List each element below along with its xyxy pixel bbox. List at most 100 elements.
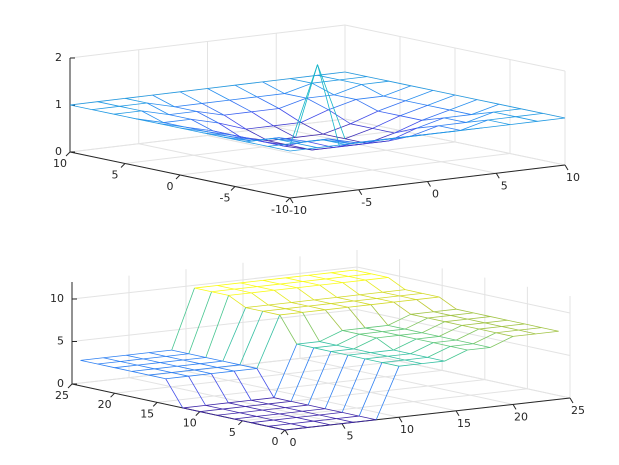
mesh-line — [393, 301, 411, 315]
mesh-line — [465, 111, 494, 123]
mesh-line — [146, 102, 170, 116]
mesh-line — [377, 100, 406, 112]
mesh-line — [148, 372, 172, 376]
mesh-line — [333, 94, 357, 100]
mesh-line — [190, 118, 219, 124]
mesh-line — [141, 110, 170, 116]
mesh-line — [328, 99, 357, 111]
mesh-line — [478, 326, 502, 330]
mesh-line — [472, 332, 497, 345]
mesh-line — [262, 277, 286, 281]
mesh-line — [333, 84, 362, 96]
mesh-line — [422, 292, 440, 298]
mesh-line — [291, 302, 309, 307]
mesh-line — [120, 358, 144, 362]
mesh-line — [216, 366, 235, 372]
mesh-line — [295, 64, 318, 138]
mesh-line — [262, 407, 286, 411]
mesh-line — [262, 279, 281, 285]
mesh-line — [251, 111, 274, 127]
mesh-line — [399, 104, 428, 117]
mesh-line — [256, 368, 275, 398]
mesh-line — [365, 327, 383, 333]
mesh-line — [438, 325, 463, 337]
mesh-line — [222, 406, 246, 410]
grid-line — [299, 357, 514, 405]
mesh-line — [103, 357, 121, 362]
mesh-line — [507, 319, 525, 325]
mesh-line — [143, 355, 167, 360]
mesh-line — [80, 359, 98, 365]
mesh-line — [250, 422, 269, 427]
mesh-line — [339, 76, 368, 81]
grid-line — [234, 153, 511, 187]
mesh-line — [372, 115, 401, 129]
mesh-line — [350, 110, 379, 125]
mesh-line — [336, 415, 360, 420]
mesh-line — [482, 124, 511, 129]
mesh-line — [163, 118, 192, 123]
mesh-line — [382, 331, 400, 336]
mesh-line — [347, 354, 366, 360]
grid-line — [242, 364, 457, 412]
mesh-line — [487, 116, 516, 121]
mesh-line — [114, 367, 132, 372]
mesh-line — [179, 88, 208, 93]
mesh-line — [267, 137, 296, 142]
mesh-line — [273, 125, 296, 138]
mesh-line — [311, 82, 335, 96]
mesh-line — [473, 343, 491, 348]
mesh-line — [262, 78, 291, 83]
mesh-line — [171, 287, 195, 351]
mesh-line — [331, 300, 354, 304]
mesh-line — [114, 364, 138, 369]
mesh-line — [467, 347, 491, 351]
mesh-line — [205, 357, 223, 362]
mesh-line — [141, 110, 164, 123]
mesh-line — [410, 311, 434, 315]
mesh-line — [245, 406, 263, 411]
mesh-line — [405, 289, 423, 294]
mesh-line — [359, 415, 377, 421]
mesh-line — [394, 127, 417, 134]
mesh-line — [120, 361, 138, 366]
mesh-line — [427, 104, 450, 111]
mesh-line — [279, 314, 298, 345]
mesh-line — [322, 123, 351, 135]
mesh-line — [376, 337, 394, 351]
mesh-line — [295, 142, 318, 149]
mesh-line — [165, 375, 189, 380]
mesh-line — [393, 349, 411, 355]
mesh-line — [319, 284, 338, 298]
mesh-line — [490, 336, 514, 348]
mesh-line — [245, 125, 274, 130]
mesh-line — [509, 120, 538, 125]
mesh-line — [336, 418, 354, 423]
mesh-line — [421, 332, 440, 337]
mesh-line — [182, 359, 201, 365]
mesh-line — [234, 368, 257, 372]
mesh-line — [361, 84, 384, 97]
mesh-line — [289, 64, 318, 146]
y-tick-label: 15 — [140, 407, 154, 420]
y-tick-label: 10 — [183, 417, 197, 430]
mesh-line — [234, 286, 258, 290]
mesh-line — [328, 109, 351, 125]
mesh-line — [416, 117, 445, 129]
mesh-line — [279, 410, 303, 415]
mesh-line — [404, 357, 428, 361]
mesh-line — [355, 95, 384, 100]
mesh-line — [160, 362, 178, 367]
mesh-line — [432, 90, 456, 96]
mesh-line — [330, 351, 348, 356]
mesh-line — [354, 269, 372, 275]
mesh-line — [325, 275, 349, 280]
mesh-line — [171, 369, 195, 373]
mesh-line — [229, 96, 258, 101]
mesh-line — [471, 103, 500, 115]
mesh-line — [210, 373, 229, 404]
mesh-line — [404, 317, 428, 330]
mesh-line — [201, 103, 225, 116]
mesh-line — [467, 316, 491, 320]
mesh-line — [278, 108, 302, 123]
